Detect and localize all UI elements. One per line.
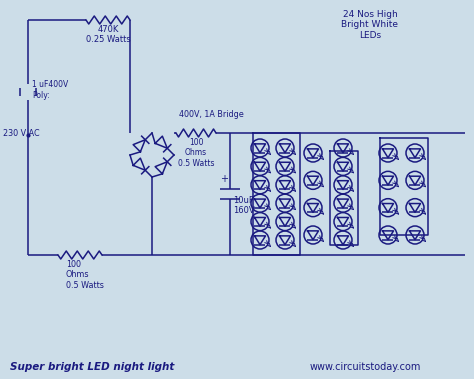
Text: www.circuitstoday.com: www.circuitstoday.com xyxy=(310,362,421,372)
Text: Super bright LED night light: Super bright LED night light xyxy=(10,362,174,372)
Text: +: + xyxy=(220,174,228,184)
Text: 1 uF400V
Poly:: 1 uF400V Poly: xyxy=(32,80,68,100)
Text: 10uF
160V: 10uF 160V xyxy=(233,196,255,215)
Text: 230 V AC: 230 V AC xyxy=(3,128,40,138)
Text: 100
Ohms
0.5 Watts: 100 Ohms 0.5 Watts xyxy=(66,260,104,290)
Text: 100
Ohms
0.5 Watts: 100 Ohms 0.5 Watts xyxy=(178,138,214,168)
Text: 400V, 1A Bridge: 400V, 1A Bridge xyxy=(179,110,244,119)
Text: 470K
0.25 Watts: 470K 0.25 Watts xyxy=(86,25,130,44)
Text: 24 Nos High
Bright White
LEDs: 24 Nos High Bright White LEDs xyxy=(341,10,399,40)
